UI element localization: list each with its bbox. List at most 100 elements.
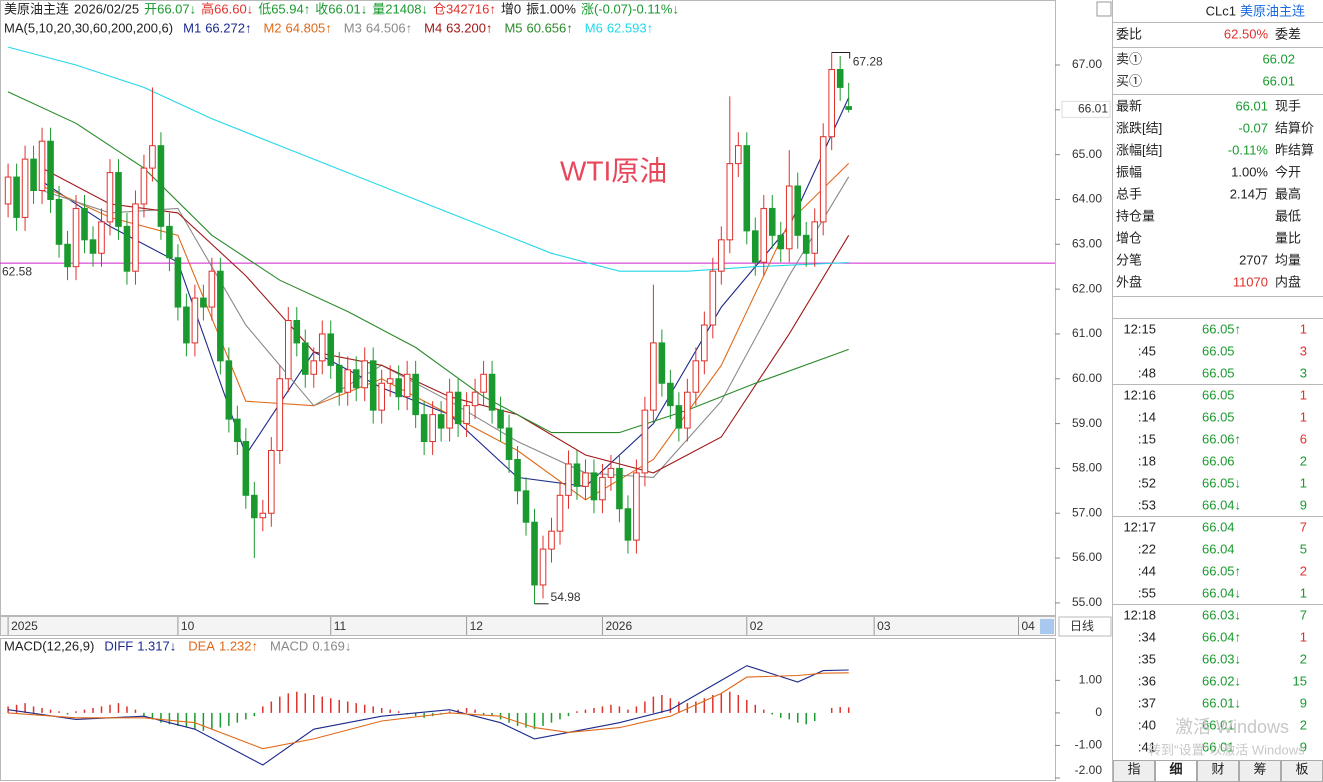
y-tick-label: 56.00 xyxy=(1072,550,1102,564)
tick-volume: 1 xyxy=(1300,629,1307,644)
macd-frame xyxy=(0,638,1056,781)
candle-body xyxy=(471,391,479,407)
tick-volume: 1 xyxy=(1300,321,1307,336)
legend-value: 64.506↑ xyxy=(366,20,412,35)
header-item: 低65.94↑ xyxy=(258,1,310,16)
candle-body xyxy=(768,207,776,236)
y-tick-label: 1.00 xyxy=(1079,673,1103,687)
candle-body xyxy=(650,342,657,411)
quote-label: 今开 xyxy=(1275,164,1301,179)
header-item: 涨(-0.07)-0.11%↓ xyxy=(581,1,679,16)
tick-price: 66.04↓ xyxy=(1202,585,1241,600)
tick-price: 66.03↓ xyxy=(1202,607,1241,622)
window-button[interactable] xyxy=(1096,1,1112,17)
header-item: 振1.00% xyxy=(526,1,576,16)
y-tick-label: 57.00 xyxy=(1072,505,1102,519)
quote-label: 昨结算 xyxy=(1275,142,1314,157)
quote-value: 62.50% xyxy=(1224,26,1269,41)
quote-value: 66.02 xyxy=(1262,51,1295,66)
legend-name: M1 xyxy=(183,20,201,35)
tick-price: 66.04↓ xyxy=(1202,497,1241,512)
quote-label: 外盘 xyxy=(1116,274,1142,289)
tick-price: 66.04↑ xyxy=(1202,629,1241,644)
candle-body xyxy=(98,221,105,254)
candle-body xyxy=(488,373,496,411)
legend-name: DEA xyxy=(188,638,215,653)
legend-value: 60.656↑ xyxy=(527,20,573,35)
y-tick-label: 55.00 xyxy=(1072,595,1102,609)
candle-body xyxy=(293,319,301,344)
tick-time: :18 xyxy=(1138,453,1156,468)
legend-name: M2 xyxy=(263,20,281,35)
candle-body xyxy=(633,472,640,541)
tab-label[interactable]: 板 xyxy=(1295,761,1308,776)
tab-label[interactable]: 筹 xyxy=(1253,761,1266,776)
x-tick-label: 02 xyxy=(750,619,764,633)
candle-body xyxy=(234,418,241,443)
tick-time: 12:16 xyxy=(1123,387,1156,402)
tab-label[interactable]: 细 xyxy=(1169,761,1182,776)
tick-price: 66.01 xyxy=(1202,717,1235,732)
tick-time: 12:18 xyxy=(1123,607,1156,622)
tab-label[interactable]: 财 xyxy=(1211,761,1224,776)
candle-body xyxy=(13,176,20,218)
tick-price: 66.05↑ xyxy=(1202,563,1241,578)
candle-body xyxy=(55,198,63,245)
candle-body xyxy=(607,467,615,478)
candle-body xyxy=(514,458,521,492)
candle-body xyxy=(38,140,46,192)
legend-name: DIFF xyxy=(104,638,133,653)
tick-price: 66.04 xyxy=(1202,519,1235,534)
tick-price: 66.05 xyxy=(1202,387,1235,402)
tick-volume: 7 xyxy=(1300,607,1307,622)
quote-label: 持仓量 xyxy=(1116,208,1155,223)
tick-volume: 3 xyxy=(1300,343,1307,358)
quote-label: 涨幅[结] xyxy=(1116,142,1162,157)
candle-body xyxy=(548,530,555,550)
tick-time: :41 xyxy=(1138,739,1156,754)
candle-body xyxy=(208,270,216,308)
candle-body xyxy=(123,225,131,272)
tab-label[interactable]: 指 xyxy=(1127,761,1140,776)
quote-label: 分笔 xyxy=(1116,252,1142,267)
quote-label: 内盘 xyxy=(1275,274,1301,289)
x-tick-label: 03 xyxy=(877,619,891,633)
candle-body xyxy=(828,68,835,138)
legend-name: M6 xyxy=(585,20,603,35)
candle-body xyxy=(505,427,513,460)
quote-value: 1.00% xyxy=(1231,164,1268,179)
tick-time: :35 xyxy=(1138,651,1156,666)
candle-body xyxy=(539,548,547,586)
candle-body xyxy=(802,234,810,254)
tick-price: 66.05 xyxy=(1202,409,1235,424)
x-tick-label: 12 xyxy=(470,619,484,633)
tick-time: :34 xyxy=(1138,629,1156,644)
ma-line xyxy=(8,672,849,750)
watermark: 激活 Windows xyxy=(1175,717,1289,737)
tick-volume: 2 xyxy=(1300,563,1307,578)
candle-body xyxy=(777,234,785,250)
y-tick-label: 58.00 xyxy=(1072,461,1102,475)
tick-volume: 1 xyxy=(1300,585,1307,600)
candle-body xyxy=(811,221,819,254)
y-tick-label: 63.00 xyxy=(1072,236,1102,250)
tick-time: :15 xyxy=(1138,431,1156,446)
main-frame xyxy=(0,0,1056,616)
header-item: 仓342716↑ xyxy=(433,1,496,16)
legend-title: MACD(12,26,9) xyxy=(4,638,94,653)
tick-volume: 9 xyxy=(1300,497,1307,512)
candle-body xyxy=(531,521,538,586)
header-item: 量21408↓ xyxy=(372,1,428,16)
legend-value: 64.805↑ xyxy=(286,20,332,35)
candle-body xyxy=(590,472,598,501)
candle-body xyxy=(403,373,411,398)
candle-body xyxy=(369,360,377,411)
ma-line xyxy=(8,665,849,766)
candle-body xyxy=(21,158,29,218)
tick-time: :48 xyxy=(1138,365,1156,380)
tick-volume: 15 xyxy=(1293,673,1307,688)
candle-body xyxy=(794,185,802,236)
quote-label: 委差 xyxy=(1275,26,1301,41)
candle-body xyxy=(446,391,453,429)
candle-body xyxy=(166,225,173,259)
